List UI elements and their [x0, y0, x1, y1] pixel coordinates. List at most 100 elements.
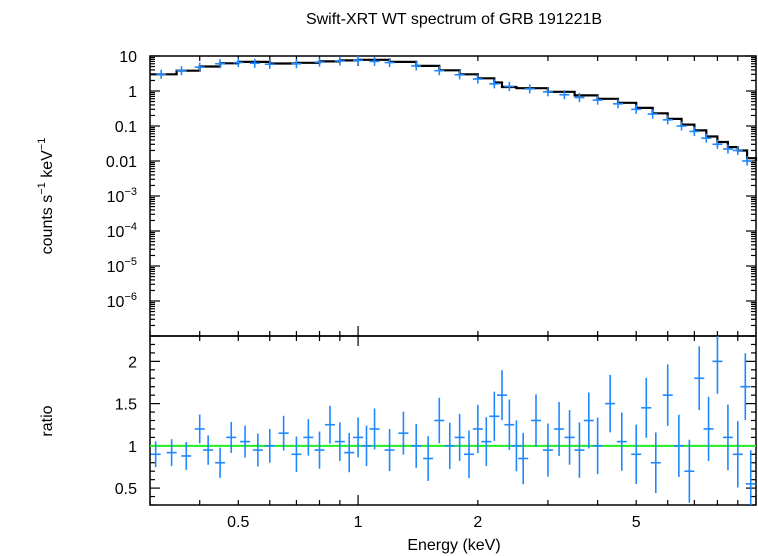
ratio-point — [444, 422, 455, 469]
data-point — [689, 126, 700, 136]
data-point — [559, 90, 570, 100]
ratio-point — [324, 405, 335, 444]
data-point — [314, 57, 325, 67]
x-tick-label: 1 — [354, 514, 363, 531]
ratio-point — [641, 377, 652, 438]
ratio-point — [554, 402, 565, 456]
model-line — [150, 58, 758, 161]
data-point — [472, 74, 483, 84]
spectrum-y-ticks: 10 1 0.1 0.01 10−3 10−4 10−5 10−6 — [106, 49, 756, 337]
ratio-point — [650, 432, 661, 494]
ratio-point — [684, 439, 695, 503]
x-tick-label: 0.5 — [227, 514, 249, 531]
data-point — [647, 109, 658, 119]
ratio-point — [511, 420, 522, 472]
ratio-point — [472, 404, 483, 454]
ratio-point — [361, 425, 372, 467]
ratio-point — [463, 430, 474, 479]
ratio-point — [481, 417, 492, 467]
ratio-point — [369, 408, 380, 450]
ratio-point — [434, 397, 445, 444]
data-point — [542, 87, 553, 97]
data-point — [732, 145, 743, 156]
ratio-point — [398, 411, 409, 455]
data-point — [454, 70, 465, 80]
data-point — [742, 156, 753, 166]
data-point — [574, 92, 585, 103]
ratio-y-axis-label: ratio — [39, 405, 56, 436]
ratio-point — [542, 423, 553, 477]
ratio-point — [712, 336, 723, 394]
ratio-point — [344, 432, 355, 473]
ratio-point — [215, 447, 226, 478]
ratio-point — [264, 428, 275, 463]
ratio-point — [353, 417, 364, 458]
spectrum-frame — [149, 55, 757, 337]
ratio-point — [384, 429, 395, 472]
spectrum-panel: 10 1 0.1 0.01 10−3 10−4 10−5 10−6 counts s−1 ke… — [36, 49, 758, 337]
ratio-point — [226, 421, 237, 453]
ratio-point — [504, 399, 515, 450]
spectrum-y-axis-label: counts s−1 keV−1 — [36, 138, 56, 255]
data-point — [524, 84, 535, 94]
ratio-point — [673, 414, 684, 477]
ratio-point — [454, 413, 465, 461]
y-tick-label: 10−3 — [107, 186, 137, 206]
ratio-point — [592, 417, 603, 475]
ratio-point — [334, 422, 345, 461]
data-point — [291, 59, 302, 69]
data-point — [215, 59, 226, 69]
ratio-point — [694, 346, 705, 411]
data-point — [434, 66, 445, 76]
y-tick-label: 10−6 — [107, 291, 137, 311]
data-point — [662, 115, 673, 125]
ratio-point — [574, 422, 585, 478]
ratio-point — [497, 370, 508, 421]
ratio-point — [631, 424, 642, 484]
chart-title: Swift-XRT WT spectrum of GRB 191221B — [306, 11, 602, 28]
data-point — [369, 56, 380, 66]
data-point — [264, 59, 275, 69]
ratio-point — [616, 412, 627, 471]
ratio-point — [314, 431, 325, 469]
ratio-point — [203, 435, 214, 465]
ratio-point — [489, 391, 500, 441]
data-point — [592, 95, 603, 105]
y-tick-label: 1.5 — [115, 397, 137, 414]
data-point — [411, 61, 422, 71]
y-tick-label: 2 — [128, 354, 137, 371]
ratio-point — [732, 421, 743, 488]
data-point — [156, 69, 167, 79]
y-tick-label: 10−5 — [107, 256, 137, 276]
ratio-point — [531, 394, 542, 447]
y-tick-label: 10 — [119, 49, 137, 66]
ratio-data — [150, 336, 756, 505]
data-point — [233, 57, 244, 68]
ratio-point — [278, 415, 289, 451]
ratio-point — [518, 432, 529, 485]
y-tick-label: 0.5 — [115, 481, 137, 498]
data-point — [712, 139, 723, 149]
ratio-point — [166, 439, 177, 467]
y-tick-label: 0.1 — [115, 119, 137, 136]
ratio-point — [303, 419, 314, 456]
ratio-point — [423, 436, 434, 481]
y-tick-label: 0.01 — [106, 154, 137, 171]
data-point — [249, 58, 260, 68]
data-point — [504, 81, 515, 91]
y-tick-label: 1 — [128, 439, 137, 456]
ratio-point — [605, 374, 616, 433]
ratio-point — [722, 404, 733, 471]
ratio-point — [564, 410, 575, 465]
x-tick-label: 5 — [632, 514, 641, 531]
spectrum-x-ticks — [149, 56, 757, 336]
spectrum-model — [150, 58, 758, 161]
ratio-point — [583, 392, 594, 449]
data-point — [701, 133, 712, 143]
ratio-point — [252, 433, 263, 467]
ratio-point — [662, 364, 673, 426]
ratio-point — [150, 441, 161, 468]
ratio-x-ticks: 0.5 1 2 5 — [149, 336, 757, 531]
data-point — [334, 56, 345, 66]
